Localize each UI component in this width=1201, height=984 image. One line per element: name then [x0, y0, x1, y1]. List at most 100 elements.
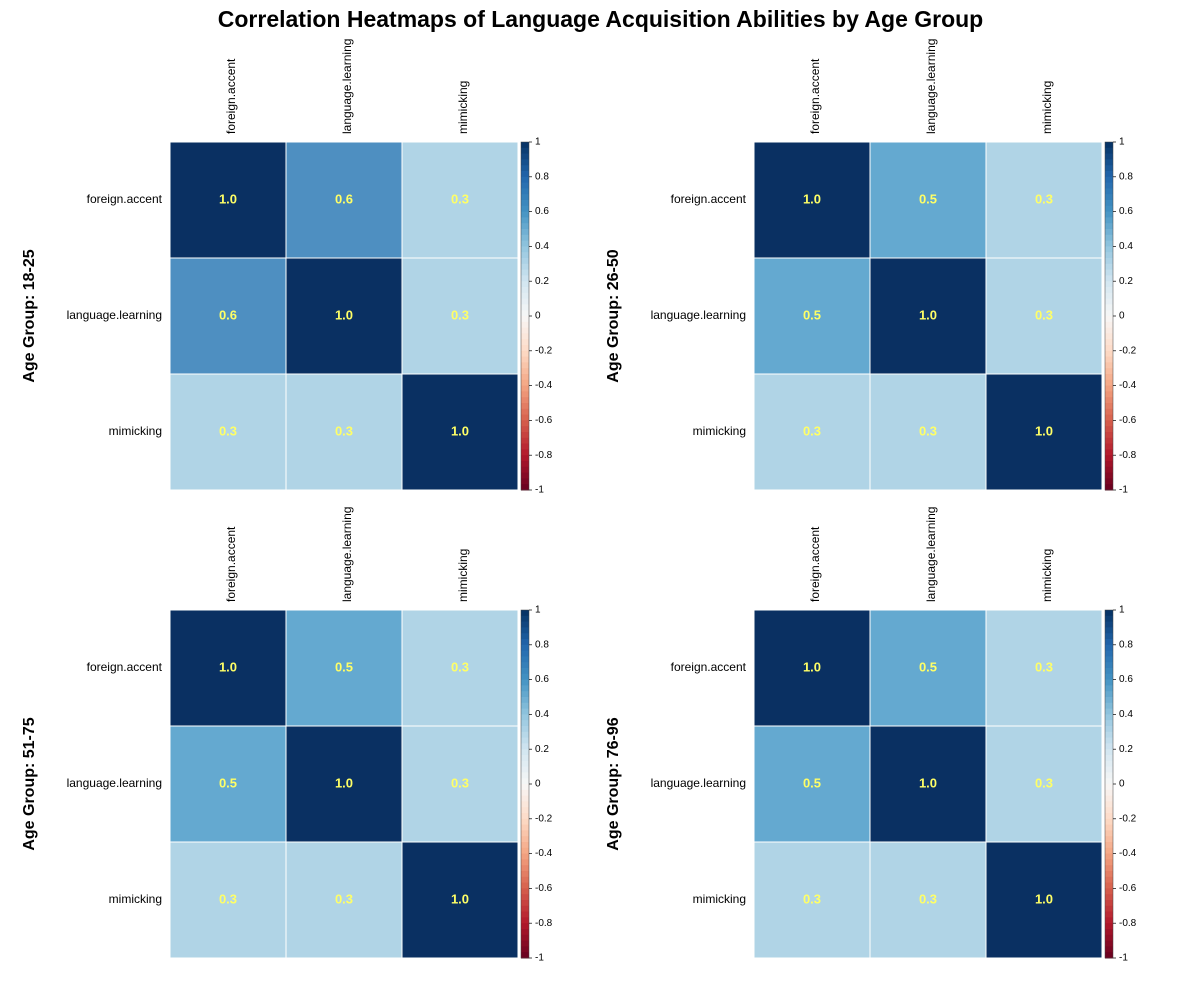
colorbar-segment: [1105, 385, 1113, 392]
colorbar-segment: [521, 894, 529, 901]
colorbar-segment: [521, 414, 529, 421]
cell-value-label: 0.5: [919, 191, 937, 206]
cell-value-label: 1.0: [803, 191, 821, 206]
colorbar-segment: [521, 391, 529, 398]
cell-value-label: 1.0: [803, 659, 821, 674]
cell-value-label: 0.6: [335, 191, 353, 206]
row-label: foreign.accent: [87, 660, 163, 674]
colorbar-segment: [1105, 240, 1113, 247]
colorbar-segment: [521, 662, 529, 669]
colorbar-segment: [521, 691, 529, 698]
colorbar-segment: [521, 374, 529, 381]
colorbar-segment: [521, 789, 529, 797]
heatmap-cell: [285, 141, 403, 259]
colorbar-segment: [521, 333, 529, 340]
colorbar-segment: [521, 621, 529, 628]
colorbar-tick-label: -0.2: [535, 813, 553, 824]
colorbar-segment: [1105, 917, 1113, 924]
column-label: language.learning: [924, 507, 938, 602]
panel-title: Age Group: 76-96: [605, 717, 622, 850]
colorbar-segment: [1105, 263, 1113, 271]
colorbar-segment: [1105, 952, 1113, 959]
colorbar-segment: [521, 287, 529, 294]
heatmap-cell: [869, 141, 987, 259]
colorbar-segment: [1105, 414, 1113, 421]
colorbar-segment: [521, 211, 529, 218]
heatmap-cell: [285, 609, 403, 727]
colorbar-segment: [521, 217, 529, 224]
row-label: foreign.accent: [671, 192, 747, 206]
heatmap-cell: [985, 141, 1103, 259]
colorbar-segment: [1105, 702, 1113, 710]
colorbar-segment: [1105, 755, 1113, 762]
colorbar-segment: [521, 905, 529, 913]
colorbar-segment: [1105, 714, 1113, 721]
colorbar-segment: [521, 847, 529, 855]
colorbar-segment: [521, 385, 529, 392]
colorbar-segment: [521, 350, 529, 358]
colorbar-segment: [521, 142, 529, 149]
colorbar-segment: [1105, 743, 1113, 750]
colorbar-segment: [1105, 229, 1113, 236]
heatmap-cell: [985, 609, 1103, 727]
cell-value-label: 0.3: [219, 891, 237, 906]
colorbar-segment: [1105, 836, 1113, 843]
colorbar-segment: [1105, 905, 1113, 913]
colorbar-segment: [1105, 437, 1113, 445]
colorbar-segment: [1105, 708, 1113, 715]
colorbar-segment: [1105, 408, 1113, 416]
colorbar-segment: [1105, 876, 1113, 884]
colorbar-segment: [521, 656, 529, 663]
colorbar-tick-label: -0.6: [535, 415, 553, 426]
colorbar-segment: [1105, 633, 1113, 640]
heatmap-cell: [401, 841, 519, 959]
colorbar-tick-label: 0.8: [1119, 639, 1133, 650]
row-label: language.learning: [651, 308, 746, 322]
colorbar-segment: [1105, 275, 1113, 282]
colorbar-tick-label: -0.4: [1119, 848, 1137, 859]
colorbar-segment: [1105, 668, 1113, 675]
heatmap-cell: [869, 609, 987, 727]
colorbar-segment: [521, 397, 529, 404]
row-label: mimicking: [109, 892, 162, 906]
colorbar-segment: [521, 403, 529, 410]
cell-value-label: 0.5: [919, 659, 937, 674]
colorbar-tick-label: 0.2: [1119, 276, 1133, 287]
heatmap-cell: [169, 725, 287, 843]
colorbar-segment: [1105, 147, 1113, 155]
colorbar-segment: [521, 449, 529, 456]
colorbar-segment: [521, 639, 529, 646]
heatmap-cell: [753, 373, 871, 491]
cell-value-label: 0.5: [803, 775, 821, 790]
colorbar-segment: [1105, 420, 1113, 427]
colorbar-segment: [521, 379, 529, 387]
colorbar-segment: [521, 258, 529, 265]
colorbar-segment: [521, 668, 529, 675]
heatmap-cell: [985, 257, 1103, 375]
colorbar-segment: [1105, 182, 1113, 189]
column-label: foreign.accent: [224, 526, 238, 602]
colorbar-segment: [1105, 281, 1113, 288]
colorbar-segment: [1105, 807, 1113, 814]
heatmap-cell: [401, 373, 519, 491]
colorbar-segment: [521, 702, 529, 710]
colorbar-tick-label: -1: [1119, 953, 1128, 964]
colorbar-tick-label: 0: [535, 779, 541, 790]
colorbar-segment: [521, 737, 529, 744]
colorbar-tick-label: -1: [535, 953, 544, 964]
colorbar-tick-label: -0.6: [1119, 415, 1137, 426]
colorbar-segment: [1105, 691, 1113, 698]
heatmap-cell: [401, 609, 519, 727]
colorbar-segment: [521, 807, 529, 814]
colorbar-segment: [1105, 644, 1113, 652]
colorbar-segment: [1105, 246, 1113, 253]
cell-value-label: 1.0: [451, 891, 469, 906]
colorbar-segment: [1105, 269, 1113, 276]
colorbar-segment: [521, 836, 529, 843]
colorbar-segment: [521, 484, 529, 491]
colorbar-tick-label: -0.8: [535, 450, 553, 461]
column-label: foreign.accent: [808, 58, 822, 134]
cell-value-label: 0.3: [219, 423, 237, 438]
colorbar-segment: [521, 673, 529, 681]
colorbar-segment: [1105, 662, 1113, 669]
